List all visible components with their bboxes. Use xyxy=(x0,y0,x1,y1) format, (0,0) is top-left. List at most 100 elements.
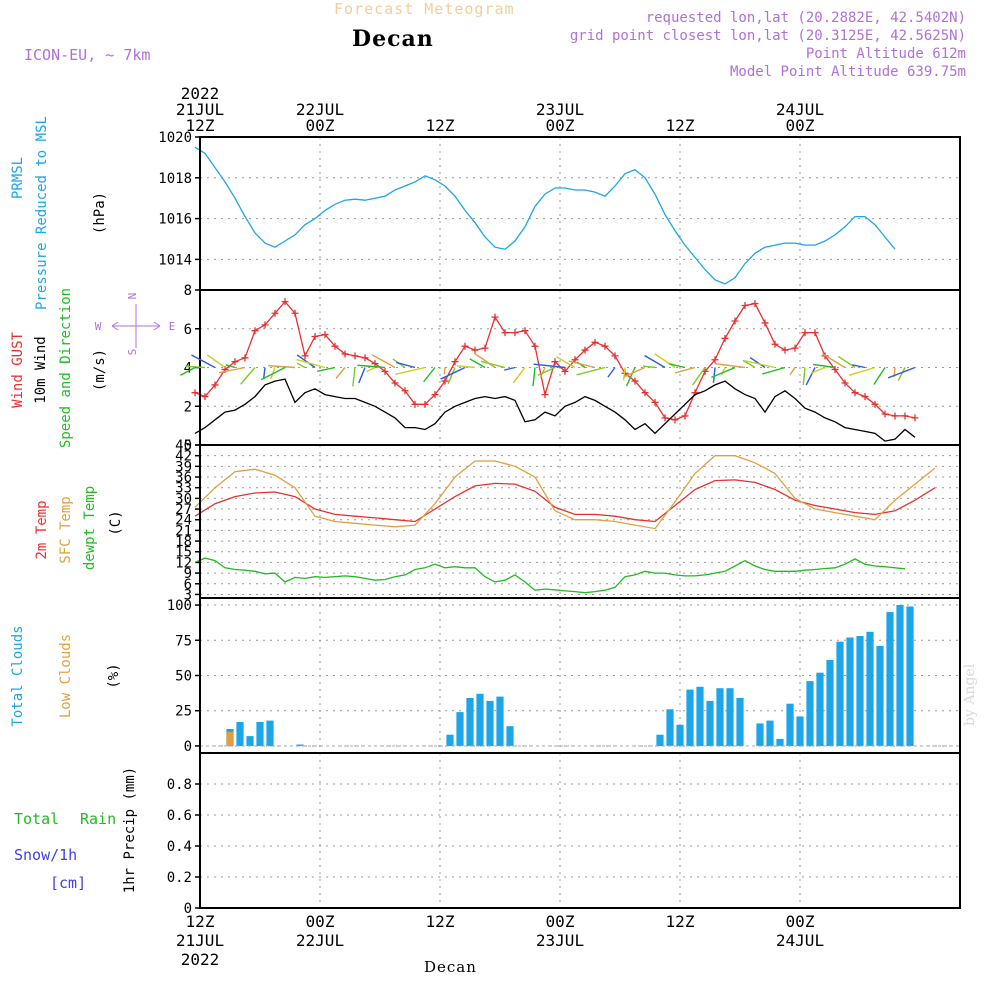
precip-rain-label: Rain xyxy=(80,810,116,828)
gust-point xyxy=(581,346,589,354)
wind-arrow xyxy=(366,366,376,373)
y-tick-label: 25 xyxy=(175,704,192,720)
gust-point xyxy=(801,329,809,337)
gust-point xyxy=(901,412,909,420)
gust-point xyxy=(471,346,479,354)
wind-arrow xyxy=(897,367,906,381)
gust-point xyxy=(751,300,759,308)
time-label-top: 22JUL xyxy=(296,100,344,119)
gust-point xyxy=(791,344,799,352)
wind-arrow xyxy=(396,361,416,369)
gust-point xyxy=(531,342,539,350)
cloud-bar xyxy=(726,688,734,746)
model-point-altitude: Model Point Altitude 639.75m xyxy=(729,64,966,80)
wind-arrow xyxy=(813,363,836,369)
gust-point xyxy=(331,342,339,350)
wind-arrow xyxy=(848,366,876,377)
wind-arrow xyxy=(225,364,236,369)
series-line xyxy=(194,557,906,594)
gust-point xyxy=(211,381,219,389)
y-tick-label: 15 xyxy=(175,545,192,561)
gust-point xyxy=(441,377,449,385)
time-label-top: 12Z xyxy=(426,116,455,135)
cloud-bar xyxy=(496,696,504,746)
y-tick-label: 50 xyxy=(175,669,192,685)
wind-arrow xyxy=(357,364,386,369)
wind-arrow xyxy=(802,367,806,385)
gust-point xyxy=(241,354,249,362)
time-label-bottom: 00Z xyxy=(546,912,575,931)
model-name: ICON-EU, ~ 7km xyxy=(24,46,151,64)
wind-arrow xyxy=(644,354,666,369)
y-tick-label: 0 xyxy=(184,739,192,755)
pressure-label: PRMSL xyxy=(10,157,26,199)
y-tick-label: 45 xyxy=(175,438,192,454)
gust-point xyxy=(201,393,209,401)
wind-arrow xyxy=(443,367,446,375)
time-label-top: 24JUL xyxy=(776,100,824,119)
gust-point xyxy=(851,389,859,397)
wind-arrow xyxy=(555,356,576,369)
wind-arrow xyxy=(480,360,506,369)
y-tick-label: 24 xyxy=(175,513,192,529)
wind-arrow xyxy=(317,366,336,373)
wind-arrow xyxy=(789,367,796,376)
temp-sfc-label: SFC Temp xyxy=(58,496,74,563)
gust-point xyxy=(521,327,529,335)
time-label-top: 00Z xyxy=(546,116,575,135)
gust-point xyxy=(731,317,739,325)
wind-arrow xyxy=(576,366,606,376)
gust-point xyxy=(271,309,279,317)
wind-arrow xyxy=(714,362,746,369)
time-label-top: 23JUL xyxy=(536,100,584,119)
wind-arrow xyxy=(887,366,916,379)
cloud-bar xyxy=(226,731,234,746)
cloud-bar xyxy=(806,681,814,746)
gust-point xyxy=(661,414,669,422)
wind-arrow xyxy=(262,367,266,380)
cloud-bar xyxy=(446,734,454,746)
gust-point xyxy=(841,379,849,387)
compass-e: E xyxy=(169,320,176,333)
supertitle: Forecast Meteogram xyxy=(334,0,515,18)
time-label-top: 00Z xyxy=(786,116,815,135)
watermark: by Angel xyxy=(962,663,978,726)
gust-point xyxy=(911,414,919,422)
y-tick-label: 6 xyxy=(184,322,192,338)
time-label-bottom: 23JUL xyxy=(536,931,584,950)
cloud-bar xyxy=(666,709,674,746)
y-tick-label: 0.8 xyxy=(167,777,192,793)
wind-arrow xyxy=(218,366,246,374)
y-tick-label: 2 xyxy=(184,399,192,415)
time-label-top: 21JUL xyxy=(176,100,224,119)
series-line xyxy=(194,146,896,285)
wind-arrow xyxy=(642,365,656,369)
cloud-bar xyxy=(256,722,264,746)
gust-point xyxy=(281,298,289,306)
wind-arrow xyxy=(473,352,496,369)
gust-point xyxy=(341,350,349,358)
wind-arrow xyxy=(749,357,766,369)
gust-point xyxy=(411,400,419,408)
panel-frame xyxy=(199,136,961,291)
precip-total-label: Total xyxy=(14,810,59,828)
panel-frame xyxy=(199,752,961,909)
cloud-bar xyxy=(776,738,784,746)
clouds-low-label: Low Clouds xyxy=(58,634,74,718)
y-tick-label: 100 xyxy=(167,598,192,614)
wind-arrow xyxy=(674,366,696,374)
cloud-bar xyxy=(866,631,874,746)
wind-arrow xyxy=(447,367,456,385)
wind-arrow xyxy=(742,359,756,369)
precip-snow-unit-label: [cm] xyxy=(50,874,86,892)
gust-point xyxy=(711,356,719,364)
y-tick-label: 33 xyxy=(175,481,192,497)
time-label-bottom: 24JUL xyxy=(776,931,824,950)
cloud-bar xyxy=(856,636,864,746)
precip-snow-label: Snow/1h xyxy=(14,846,77,864)
y-tick-label: 21 xyxy=(175,523,192,539)
gust-point xyxy=(811,329,819,337)
y-tick-label: 1016 xyxy=(158,212,192,228)
compass-icon xyxy=(111,304,161,348)
